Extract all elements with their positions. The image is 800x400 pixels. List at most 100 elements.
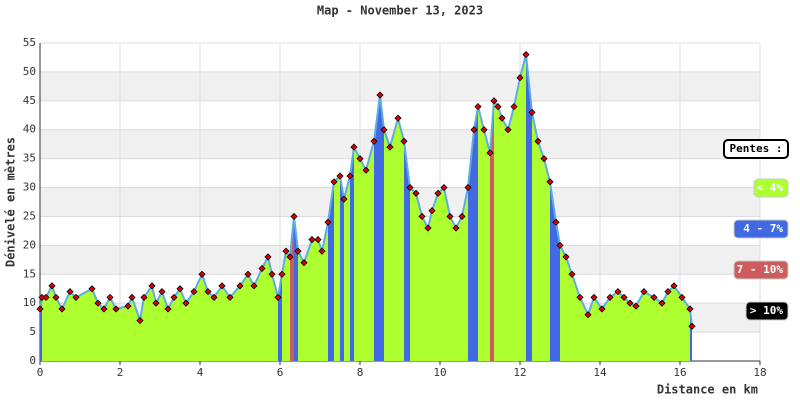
point-marker (440, 183, 448, 192)
slope-fill (490, 100, 494, 362)
point-marker (48, 282, 56, 290)
grid-band (40, 71, 760, 101)
point-marker (250, 282, 258, 290)
point-marker (470, 126, 478, 134)
point-marker (324, 218, 332, 226)
y-tick-label: 50 (23, 65, 36, 78)
point-marker (274, 293, 282, 301)
point-marker (140, 293, 148, 301)
point-marker (282, 247, 290, 255)
point-marker (678, 293, 686, 301)
point-marker (136, 316, 144, 325)
point-marker (42, 293, 50, 301)
slope-fill (312, 239, 318, 361)
legend-label: < 4% (757, 181, 784, 194)
slope-fill (76, 288, 92, 361)
slope-fill (428, 210, 432, 361)
legend-title: Pentes : (730, 142, 783, 155)
point-marker (318, 247, 326, 255)
point-marker (664, 288, 672, 296)
slope-fill (98, 303, 104, 361)
area (40, 54, 692, 362)
slope-fill (304, 239, 312, 361)
point-marker (278, 270, 286, 278)
point-marker (394, 114, 402, 122)
point-marker (112, 305, 120, 313)
point-marker (386, 143, 394, 151)
point-marker (562, 253, 570, 261)
slope-fill (654, 297, 662, 361)
point-marker (490, 97, 498, 105)
slope-fill (286, 251, 290, 361)
point-marker (350, 143, 358, 151)
slope-fill (508, 106, 514, 361)
slope-fill (262, 256, 268, 361)
point-marker (568, 270, 576, 278)
point-marker (106, 293, 114, 301)
y-tick-label: 40 (23, 123, 36, 136)
point-marker (400, 137, 408, 145)
slope-fill (456, 216, 462, 361)
point-marker (434, 189, 442, 197)
point-marker (418, 212, 426, 221)
point-marker (170, 293, 178, 301)
point-marker (534, 137, 542, 145)
point-marker (308, 236, 316, 244)
x-tick-label: 16 (673, 366, 686, 379)
point-marker (258, 264, 266, 273)
slope-fill (526, 54, 532, 362)
point-marker (494, 103, 502, 111)
slope-fill (110, 297, 116, 361)
point-marker (670, 282, 678, 290)
slope-fill (538, 141, 544, 361)
point-marker (152, 299, 160, 307)
slope-fill (384, 129, 390, 361)
point-marker (100, 305, 108, 313)
slope-fill (46, 285, 52, 361)
slope-fill (360, 158, 366, 361)
y-tick-label: 35 (23, 152, 36, 165)
slope-fill (474, 106, 478, 361)
point-marker (314, 236, 322, 244)
slope-fill (344, 175, 350, 361)
point-marker (94, 299, 102, 307)
slope-fill (202, 274, 208, 361)
slope-fill (354, 147, 360, 361)
point-marker (268, 270, 276, 278)
point-marker (576, 293, 584, 301)
slope-fill (128, 297, 132, 361)
point-marker (164, 305, 172, 313)
slope-fill (462, 187, 468, 361)
point-marker (128, 293, 136, 301)
point-marker (412, 189, 420, 197)
point-marker (210, 293, 218, 301)
point-marker (528, 108, 536, 116)
point-marker (340, 195, 348, 203)
x-tick-label: 6 (277, 366, 284, 379)
x-tick-label: 14 (593, 366, 607, 379)
point-marker (158, 288, 166, 296)
point-marker (58, 305, 66, 313)
point-marker (632, 302, 640, 310)
slope-fill (268, 256, 272, 361)
slope-fill (636, 291, 644, 361)
slope-fill (334, 175, 340, 361)
slope-fill (132, 297, 140, 361)
point-marker (346, 172, 354, 180)
point-marker (640, 288, 648, 296)
slope-fill (366, 141, 374, 361)
slope-fill (214, 285, 222, 361)
point-marker (244, 270, 252, 278)
x-tick-label: 2 (117, 366, 124, 379)
point-marker (452, 224, 460, 232)
slope-fill (298, 251, 304, 361)
y-tick-label: 55 (23, 36, 36, 49)
point-marker (226, 293, 234, 301)
point-marker (516, 74, 524, 82)
point-marker (356, 155, 364, 163)
slope-fill (644, 291, 654, 361)
point-marker (264, 253, 272, 261)
slope-fill (40, 297, 42, 361)
point-marker (510, 103, 518, 111)
